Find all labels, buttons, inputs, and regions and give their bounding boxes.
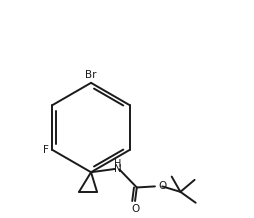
Text: F: F — [43, 145, 49, 155]
Text: O: O — [158, 181, 167, 191]
Text: H: H — [114, 159, 121, 169]
Text: N: N — [114, 164, 121, 174]
Text: O: O — [131, 204, 139, 214]
Text: Br: Br — [85, 70, 97, 80]
